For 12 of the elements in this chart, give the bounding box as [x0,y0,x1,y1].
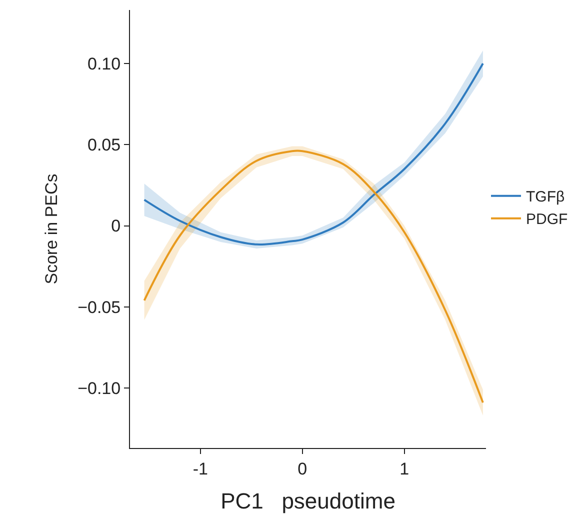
x-tick-label: -1 [192,459,208,478]
x-axis-title: PC1 pseudotime [220,488,396,514]
y-tick-label: 0.10 [88,54,121,74]
y-axis-title: Score in PECs [42,174,62,284]
legend-label: TGFβ [526,188,565,206]
y-tick-label: −0.10 [78,378,121,398]
y-tick-label: −0.05 [78,298,121,317]
x-tick-label: 1 [400,459,410,478]
x-tick-label: 0 [298,459,308,478]
y-tick-label: 0.05 [88,136,121,155]
y-tick-label: 0 [111,216,121,236]
legend-label: PDGF [526,211,568,228]
